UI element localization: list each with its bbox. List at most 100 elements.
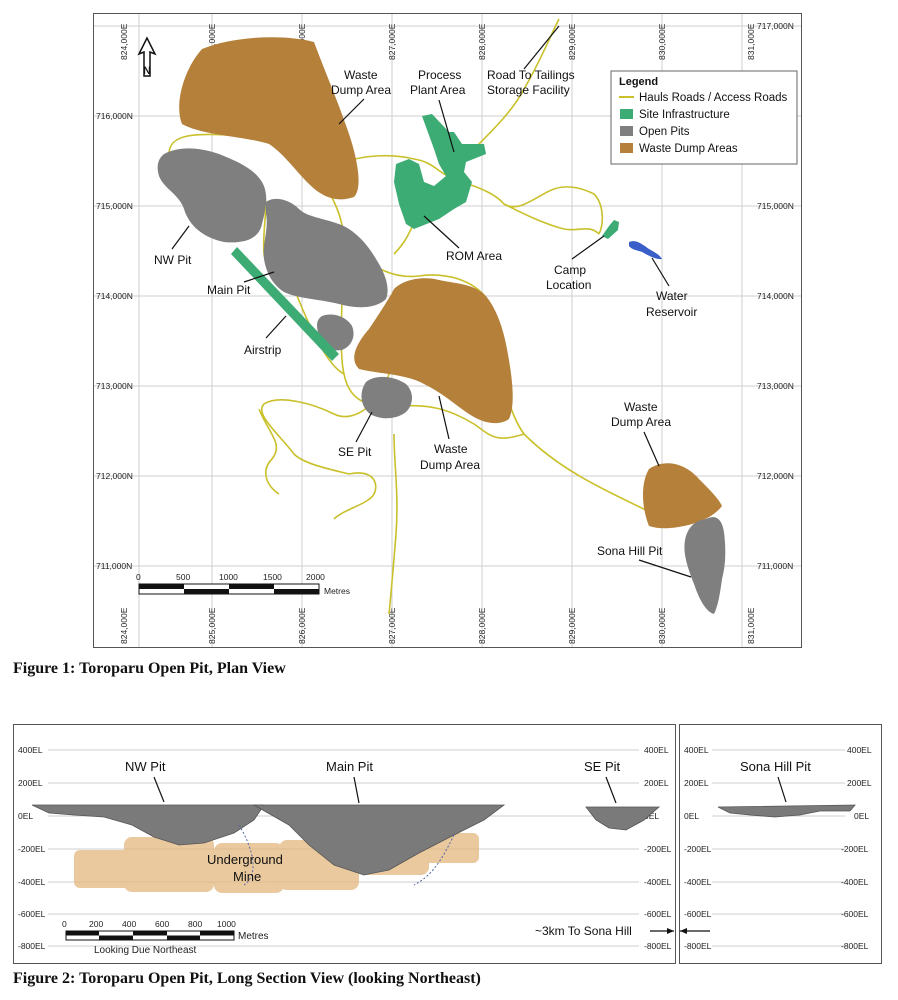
- label-sona-pit-section: Sona Hill Pit: [740, 759, 811, 774]
- map-annotations: Waste Dump Area Process Plant Area Road …: [154, 25, 697, 578]
- label-rom: ROM Area: [446, 249, 502, 263]
- easting-label: 828,000E: [477, 607, 487, 644]
- elevation-label: -400EL: [644, 877, 672, 887]
- camp: [602, 220, 619, 239]
- waste-dump-central: [354, 278, 513, 424]
- label-sona-hill-pit: Sona Hill Pit: [597, 544, 663, 558]
- easting-label: 824,000E: [119, 23, 129, 60]
- elevation-label: -600EL: [18, 909, 46, 919]
- legend-title: Legend: [619, 76, 658, 88]
- legend-item-waste: Waste Dump Areas: [639, 143, 738, 155]
- label-nw-pit: NW Pit: [154, 253, 192, 267]
- northing-label: 716,000N: [96, 111, 133, 121]
- elevation-label: -800EL: [644, 941, 672, 951]
- northing-label: 711,000N: [96, 561, 132, 571]
- easting-label: 825,000E: [207, 607, 217, 644]
- easting-label: 827,000E: [387, 23, 397, 60]
- elevation-label: 200EL: [847, 778, 872, 788]
- sona-hill-pit: [684, 517, 726, 614]
- northing-label: 711,000N: [757, 561, 793, 571]
- scale-tick: 400: [122, 919, 136, 929]
- easting-label: 830,000E: [657, 607, 667, 644]
- easting-label: 829,000E: [567, 607, 577, 644]
- northing-label: 714,000N: [757, 291, 794, 301]
- label-waste-dump-east: Waste: [624, 400, 658, 414]
- label-waste-dump-central: Waste: [434, 442, 468, 456]
- figure2-caption: Figure 2: Toroparu Open Pit, Long Sectio…: [13, 970, 481, 987]
- se-pit: [361, 376, 412, 419]
- label-process-plant: Plant Area: [410, 83, 466, 97]
- label-waste-dump-north: Waste: [344, 68, 378, 82]
- scale-tick: 0: [62, 919, 67, 929]
- easting-label: 826,000E: [297, 607, 307, 644]
- easting-labels-bottom: 824,000E 825,000E 826,000E 827,000E 828,…: [119, 607, 756, 644]
- label-tailings-road: Road To Tailings: [487, 68, 575, 82]
- label-water: Water: [656, 289, 688, 303]
- label-se-pit: SE Pit: [338, 445, 372, 459]
- elevation-label: 0EL: [18, 811, 33, 821]
- nw-pit-section: [31, 804, 265, 846]
- label-process-plant: Process: [418, 68, 461, 82]
- main-pit: [263, 198, 388, 308]
- label-camp: Camp: [554, 263, 586, 277]
- airstrip: [231, 247, 339, 361]
- map-legend: Legend Hauls Roads / Access Roads Site I…: [610, 70, 798, 165]
- legend-infra-swatch: [620, 109, 633, 119]
- nw-pit: [157, 148, 267, 243]
- northing-label: 715,000N: [96, 201, 133, 211]
- elevation-labels-right: 400EL 200EL 0EL -200EL -400EL -600EL -80…: [841, 745, 872, 951]
- scale-unit: Metres: [238, 931, 269, 942]
- elevation-label: 0EL: [854, 811, 869, 821]
- scale-tick: 1000: [219, 572, 238, 582]
- label-se-pit-section: SE Pit: [584, 759, 621, 774]
- elevation-label: -200EL: [841, 844, 869, 854]
- label-nw-pit-section: NW Pit: [125, 759, 166, 774]
- open-pits: [157, 148, 726, 614]
- scale-tick: 600: [155, 919, 169, 929]
- elevation-labels-left: 400EL 200EL 0EL -200EL -400EL -600EL -80…: [684, 745, 712, 951]
- water-reservoir: [629, 241, 662, 260]
- elevation-labels-left: 400EL 200EL 0EL -200EL -400EL -600EL -80…: [18, 745, 46, 951]
- elevation-label: -800EL: [841, 941, 869, 951]
- elevation-label: 400EL: [847, 745, 872, 755]
- elevation-gridlines: [712, 749, 845, 947]
- elevation-label: -200EL: [684, 844, 712, 854]
- waste-dump-north: [179, 37, 359, 200]
- north-arrow-icon: N: [137, 36, 157, 77]
- scale-tick: 2000: [306, 572, 325, 582]
- easting-label: 831,000E: [746, 23, 756, 60]
- scale-bar: 0 500 1000 1500 2000 Metres: [136, 572, 350, 596]
- legend-waste-swatch: [620, 143, 633, 153]
- elevation-labels-right: 400EL 200EL 0EL -200EL -400EL -600EL -80…: [644, 745, 672, 951]
- plan-view-svg: 824,000E 825,000E 826,000E 827,000E 828,…: [94, 14, 801, 647]
- site-infrastructure: [231, 114, 619, 361]
- elevation-label: -200EL: [18, 844, 46, 854]
- elevation-label: 400EL: [684, 745, 709, 755]
- plan-view-map: 824,000E 825,000E 826,000E 827,000E 828,…: [93, 13, 802, 648]
- pit-profiles: [31, 804, 661, 876]
- label-waste-dump-north: Dump Area: [331, 83, 391, 97]
- elevation-label: 400EL: [18, 745, 43, 755]
- elevation-label: -600EL: [684, 909, 712, 919]
- legend-item-roads: Hauls Roads / Access Roads: [639, 92, 788, 104]
- scale-note: Looking Due Northeast: [94, 945, 197, 956]
- north-label: N: [143, 65, 151, 77]
- label-camp: Location: [546, 278, 591, 292]
- elevation-label: -600EL: [841, 909, 869, 919]
- elevation-label: -800EL: [684, 941, 712, 951]
- northing-labels: 717,000N 716,000N 715,000N 714,000N 713,…: [96, 21, 794, 571]
- elevation-label: -600EL: [644, 909, 672, 919]
- scale-tick: 500: [176, 572, 190, 582]
- elevation-label: 0EL: [644, 811, 659, 821]
- northing-label: 713,000N: [96, 381, 133, 391]
- elevation-label: 200EL: [18, 778, 43, 788]
- legend-item-pits: Open Pits: [639, 126, 690, 138]
- scale-tick: 200: [89, 919, 103, 929]
- northing-label: 714,000N: [96, 291, 133, 301]
- label-tailings-road: Storage Facility: [487, 83, 570, 97]
- label-airstrip: Airstrip: [244, 343, 282, 357]
- waste-dump-east: [642, 463, 722, 529]
- label-sona-distance: ~3km To Sona Hill: [535, 924, 632, 938]
- waste-dumps: [179, 37, 722, 529]
- label-main-pit-section: Main Pit: [326, 759, 373, 774]
